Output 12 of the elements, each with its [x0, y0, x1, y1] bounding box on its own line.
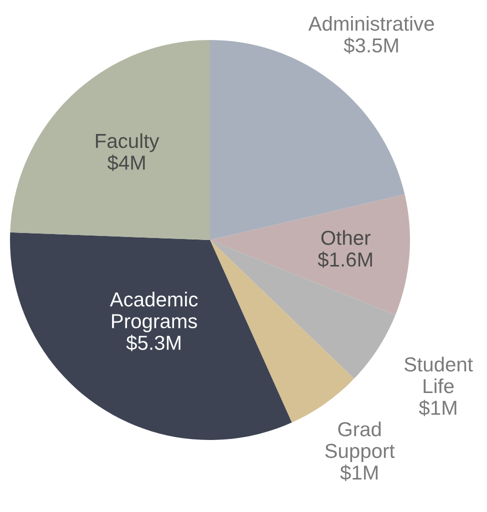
slice-label: Student Life	[404, 356, 473, 394]
data-label: $4M	[107, 154, 145, 171]
data-label: $1M	[340, 464, 378, 481]
data-label: $3.5M	[344, 37, 398, 54]
slice-label: Grad Support	[325, 422, 395, 462]
data-label: $1.6M	[318, 252, 372, 268]
slice-label: Academic Programs	[110, 292, 198, 332]
slice-label: Faculty	[96, 133, 160, 152]
data-label: $1M	[418, 400, 456, 416]
slice-label: Administrative	[308, 16, 434, 31]
data-label: $5.3M	[126, 334, 180, 352]
slice-label: Other	[321, 230, 370, 245]
